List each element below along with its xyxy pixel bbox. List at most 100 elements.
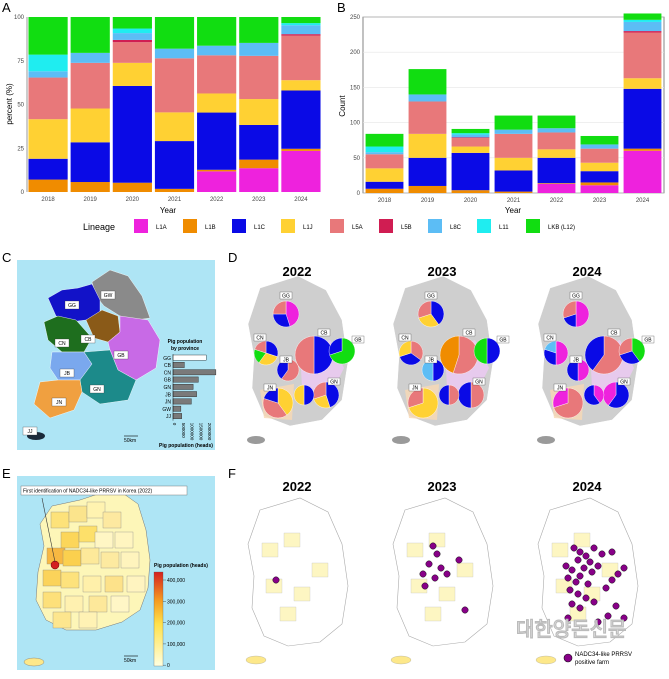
municipality-cell (126, 575, 146, 593)
bar-segment-l8c (154, 48, 195, 59)
bar-segment-lkb-l12- (451, 128, 490, 134)
positive-farm-dot (602, 584, 610, 592)
colorbar (153, 571, 164, 667)
municipality-cell (94, 531, 114, 549)
positive-farm-dot (433, 550, 441, 558)
bar-segment-lkb-l12- (537, 115, 576, 129)
bar-segment-l1b (365, 188, 404, 193)
x-tick-label: 2023 (593, 198, 607, 204)
bar-segment-l11 (112, 28, 152, 34)
y-tick-label: 0 (357, 191, 361, 197)
pie-label-box (569, 355, 583, 364)
bar-segment-l5a (408, 101, 447, 134)
bar-segment-l1b (494, 191, 533, 193)
bar-segment-lkb-l12- (70, 17, 110, 53)
pie-label-cb: CB (321, 331, 329, 337)
bar-segment-l11 (281, 23, 321, 26)
municipality-cell (110, 595, 130, 613)
bar-segment-l1b (408, 185, 447, 193)
x-tick-label: 2022 (210, 197, 224, 203)
count-stacked-bar-chart: Count Year 2018 2019 2020 2021 2022 2023 2024 0… (338, 13, 665, 215)
inset-title-line1: Pig population (168, 339, 203, 345)
positive-farm-dot (568, 566, 576, 574)
inset-bar-jj (172, 413, 182, 419)
farm-map-2024: 2024 (535, 479, 639, 665)
province-label-box (59, 368, 75, 378)
inset-x-tick: 0 (172, 423, 177, 426)
pie-slice-l1b (439, 335, 460, 374)
bar-segment-l1c (623, 88, 662, 149)
municipality-cell (283, 532, 301, 548)
bar-segment-l1c (537, 157, 576, 184)
positive-farm-dot (437, 564, 445, 572)
bar-segment-l11 (28, 54, 68, 72)
colorbar-tick-label: 0 (167, 663, 170, 669)
pie-label-box (617, 377, 631, 386)
bar-segment-l1j (494, 157, 533, 171)
municipality-cell (42, 591, 62, 609)
pie-slice-l5a (294, 335, 315, 375)
pie-label-gn: GN (620, 380, 628, 386)
legend-swatch-l1c (232, 219, 246, 233)
legend-swatch-l5b (379, 219, 393, 233)
bar-segment-lkb-l12- (494, 115, 533, 130)
positive-farm-dot (568, 600, 576, 608)
pie-slice-l1c (328, 337, 343, 356)
year-title-d: 2024 (573, 264, 603, 279)
x-tick-label: 2024 (294, 197, 308, 203)
bar-segment-l5a (623, 32, 662, 79)
province-label-box (100, 290, 116, 300)
x-tick-label: 2019 (84, 197, 98, 203)
inset-bar-gw (172, 405, 182, 412)
bar-segment-lkb-l12- (28, 17, 68, 55)
pie-label-cb: CB (466, 331, 474, 337)
bar-segment-l1b (451, 190, 490, 193)
pie-slice-lkb-l12- (631, 337, 646, 362)
municipality-cell (573, 532, 591, 548)
pie-slice-l1a (602, 381, 617, 406)
municipality-cell (52, 611, 72, 629)
pie-label-gb: GB (499, 338, 507, 344)
municipality-cell (114, 531, 134, 549)
y-tick-label: 250 (350, 15, 361, 21)
province-label-cb: CB (85, 337, 93, 343)
scale-label-e: 50km (124, 658, 136, 664)
municipality-cell (60, 571, 80, 589)
pie-label-box (607, 328, 621, 337)
korea-outline-f (537, 497, 639, 647)
municipality-cell (82, 575, 102, 593)
province-label-gn: GN (93, 387, 101, 393)
pie-slice-l5a (553, 387, 584, 419)
pie-label-jn: JN (267, 386, 274, 392)
bar-segment-l1c (451, 152, 490, 191)
inset-bar-jn (172, 398, 192, 405)
pie-label-jb: JB (283, 358, 290, 364)
colorbar-tick-label: 300,000 (167, 599, 185, 605)
inset-bar-cb (172, 362, 185, 368)
bar-segment-l1j (623, 78, 662, 89)
y-axis-label-b: Count (338, 95, 347, 117)
pie-slice-l1j (293, 384, 305, 406)
positive-farm-dot (431, 574, 439, 582)
bar-segment-lkb-l12- (197, 17, 237, 46)
bar-segment-l11 (623, 19, 662, 22)
pie-label-box (472, 377, 486, 386)
bar-segment-l1a (239, 168, 279, 192)
pig-population-bar-chart: Pig population by province Pig populatio… (159, 339, 217, 449)
legend-swatch-l1a (134, 219, 148, 233)
bar-segment-l1j (365, 168, 404, 182)
bar-segment-l5a (494, 133, 533, 158)
x-tick-label: 2020 (126, 197, 140, 203)
municipality-cell (68, 505, 88, 523)
province-label-jb: JB (64, 371, 71, 377)
municipality-cell (601, 562, 619, 578)
positive-farm-dot (588, 568, 596, 576)
bar-segment-l5b (623, 31, 662, 33)
municipality-cell (60, 531, 80, 549)
bar-segment-l1b (112, 182, 152, 192)
legend-swatch-l5a (330, 219, 344, 233)
x-tick-label: 2024 (636, 198, 650, 204)
farm-legend-dot (563, 653, 573, 663)
legend-label: L11 (499, 225, 509, 231)
positive-farm-dot (564, 614, 572, 622)
